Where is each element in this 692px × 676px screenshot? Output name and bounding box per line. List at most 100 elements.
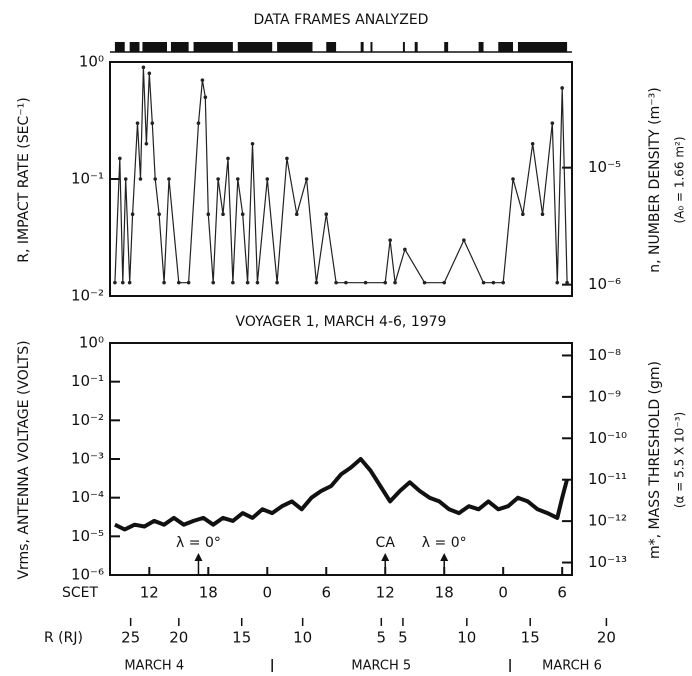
x-tick-label: 12: [376, 584, 395, 602]
data-frame: [114, 42, 125, 52]
annotation: λ = 0°: [422, 535, 467, 551]
data-point: [560, 86, 564, 90]
data-point: [196, 121, 201, 125]
y2-tick-label: 10⁻¹²: [588, 512, 627, 530]
r-tick-label: 10: [293, 629, 312, 647]
date-label: MARCH 6: [542, 659, 602, 674]
data-frame: [170, 42, 189, 52]
data-point: [265, 177, 270, 181]
data-line: [114, 457, 570, 532]
data-point: [491, 280, 496, 285]
data-point: [344, 280, 348, 285]
data-point: [135, 121, 140, 125]
data-point: [150, 121, 155, 125]
data-point: [550, 121, 555, 125]
data-point: [120, 280, 125, 285]
data-frame: [237, 42, 273, 52]
data-point: [138, 177, 143, 181]
data-point: [177, 280, 181, 285]
frames-title: DATA FRAMES ANALYZED: [254, 12, 429, 28]
data-point: [162, 280, 166, 285]
data-point: [130, 212, 135, 217]
y-axis-label: Vrms, ANTENNA VOLTAGE (VOLTS): [16, 340, 32, 579]
y2-tick-label: 10⁻¹¹: [588, 470, 627, 488]
data-frame: [277, 42, 313, 52]
data-point: [147, 71, 152, 76]
data-point: [255, 280, 260, 285]
data-point: [203, 95, 208, 100]
data-point: [565, 280, 569, 285]
data-point: [211, 280, 216, 285]
r-tick-label: 5: [377, 629, 387, 647]
data-frame: [129, 42, 140, 52]
data-point: [540, 212, 545, 217]
data-point: [314, 280, 319, 285]
data-frame: [370, 42, 373, 52]
data-point: [388, 238, 392, 242]
data-point: [113, 280, 117, 285]
data-frame: [402, 42, 405, 52]
x-tick-label: 6: [321, 584, 331, 602]
data-point: [334, 280, 338, 285]
data-point: [383, 280, 388, 285]
y-tick-label: 10⁰: [79, 53, 104, 71]
data-point: [304, 177, 309, 181]
data-point: [144, 141, 149, 146]
y2-axis-label: m*, MASS THRESHOLD (gm): [647, 361, 663, 559]
r-tick-label: 20: [597, 629, 616, 647]
arrow-head: [194, 553, 203, 561]
date-label: MARCH 5: [351, 659, 411, 674]
r-tick-label: 15: [232, 629, 251, 647]
x-axis-label: SCET: [62, 585, 99, 601]
x-tick-label: 0: [498, 584, 508, 602]
data-frame: [193, 42, 233, 52]
data-point: [324, 212, 329, 217]
data-point: [157, 212, 161, 217]
y2-note: (α = 5.5 X 10⁻³): [673, 412, 687, 508]
y2-tick-label: 10⁻⁸: [588, 346, 621, 364]
data-frame: [498, 42, 514, 52]
r-tick-label: 20: [169, 629, 188, 647]
data-frame: [517, 42, 568, 52]
data-frame: [142, 42, 168, 52]
y-tick-label: 10⁻¹: [71, 372, 104, 390]
data-frame: [478, 42, 484, 52]
data-point: [294, 212, 299, 217]
y-axis-label: R, IMPACT RATE (SEC⁻¹): [16, 97, 32, 262]
data-point: [521, 212, 525, 217]
data-frame: [326, 42, 337, 52]
data-point: [167, 177, 171, 181]
data-point: [422, 280, 427, 285]
y-tick-label: 10⁻³: [71, 450, 104, 468]
data-point: [393, 280, 397, 285]
date-label: MARCH 4: [124, 659, 184, 674]
arrow-head: [440, 553, 449, 561]
data-point: [462, 238, 466, 242]
y-tick-label: 10⁻²: [71, 287, 104, 305]
data-point: [555, 280, 560, 285]
data-point: [141, 65, 146, 70]
y2-note: (A₀ = 1.66 m²): [673, 136, 687, 223]
data-point: [511, 177, 515, 181]
y2-tick-label: 10⁻¹⁰: [588, 429, 627, 447]
y-tick-label: 10⁻⁶: [71, 566, 104, 584]
data-point: [403, 247, 407, 252]
data-point: [127, 280, 132, 285]
data-frame: [444, 42, 449, 52]
data-point: [118, 156, 122, 161]
y2-axis-label: n, NUMBER DENSITY (m⁻³): [647, 87, 663, 272]
r-tick-label: 10: [457, 629, 476, 647]
y-tick-label: 10⁻²: [71, 411, 104, 429]
data-point: [216, 177, 220, 181]
y-tick-label: 10⁻⁴: [71, 488, 104, 506]
data-frame: [360, 42, 364, 52]
data-point: [231, 280, 235, 285]
y-tick-label: 10⁻¹: [71, 170, 104, 188]
subtitle: VOYAGER 1, MARCH 4-6, 1979: [236, 314, 447, 330]
y-tick-label: 10⁻⁵: [71, 527, 104, 545]
data-point: [235, 177, 240, 181]
data-point: [250, 141, 255, 146]
data-point: [153, 177, 158, 181]
data-point: [501, 280, 505, 285]
data-point: [245, 280, 250, 285]
